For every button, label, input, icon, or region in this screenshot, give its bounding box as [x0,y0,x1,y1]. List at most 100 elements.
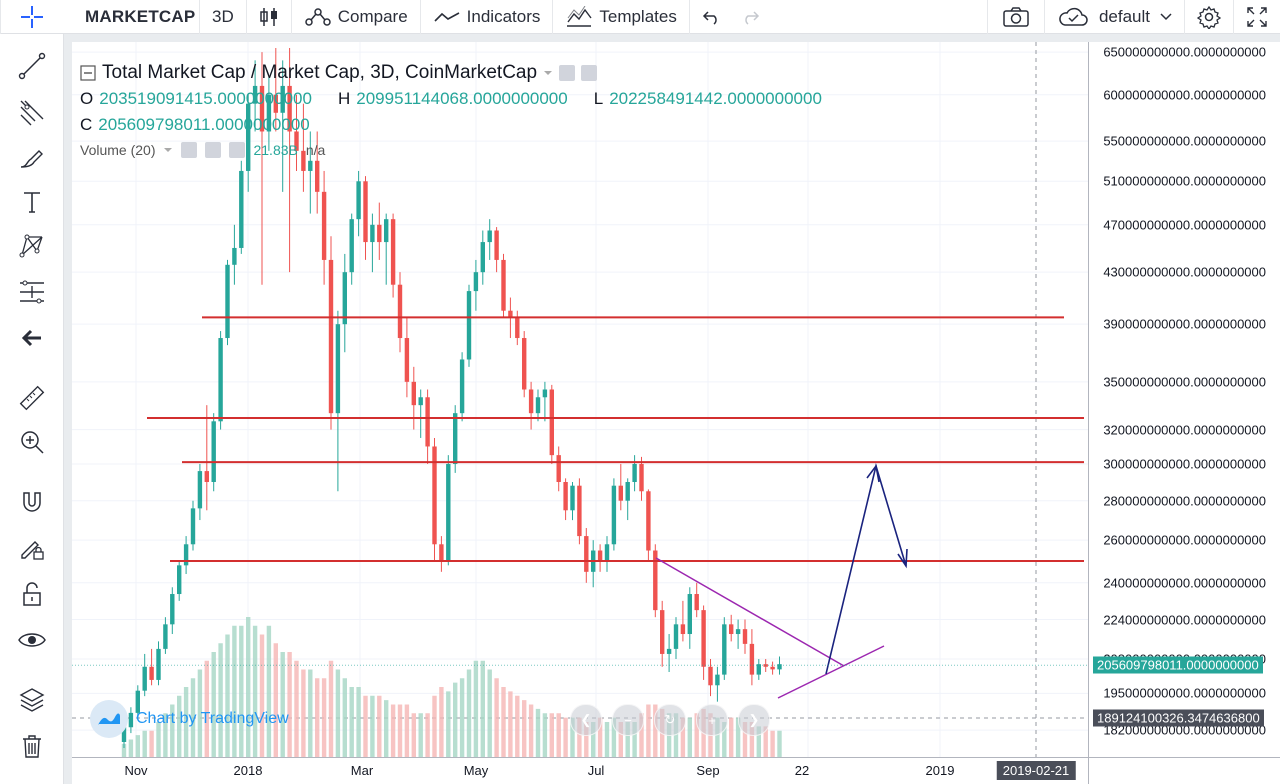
time-axis[interactable]: Nov 2018 Mar May Jul Sep 22 2019 2019-02-21 [72,757,1088,784]
symbol-label: MARKETCAP [85,6,196,26]
indicators-label: Indicators [466,6,541,26]
volume-bar [591,722,596,757]
undo-icon[interactable] [702,9,722,25]
compare-button[interactable]: Compare [292,0,421,34]
text-tool-icon[interactable] [16,186,48,218]
crosshair-tool-icon[interactable] [0,0,64,34]
candle-body [349,219,354,273]
volume-bar [542,713,548,757]
price-axis-label: 550000000000.0000000000 [1103,133,1266,149]
candle-body [597,550,603,562]
undo-redo-group [690,0,772,34]
layout-menu-button[interactable]: default [1045,0,1185,34]
time-axis-label: Nov [124,763,148,778]
magnet-icon[interactable] [16,486,48,518]
symbol-search-button[interactable]: MARKETCAP [0,0,200,34]
volume-bar [308,669,313,757]
time-axis-label: May [463,763,489,778]
snapshot-button[interactable] [986,0,1045,34]
close-row: C 205609798011.0000000000 [80,112,822,138]
pattern-icon[interactable] [16,230,48,262]
trend-line-icon[interactable] [16,50,48,82]
chevron-down-icon[interactable] [543,69,553,77]
volume-bar [742,722,748,757]
fullscreen-button[interactable] [1234,0,1280,34]
chart-style-button[interactable] [247,0,292,34]
reset-icon[interactable]: ↻ [654,704,686,736]
low-key: L [593,89,604,108]
scroll-right-icon[interactable]: ❯ [738,704,770,736]
gear-icon [1197,5,1221,29]
settings-small-icon[interactable] [205,142,222,158]
zoom-in-button-icon[interactable]: + [696,704,728,736]
scroll-left-icon[interactable]: ❮ [570,704,602,736]
volume-bar [342,678,347,757]
chart-navigation: ❮ − ↻ + ❯ [570,704,770,736]
volume-bar [363,695,368,757]
eye-icon[interactable] [16,624,48,656]
candle-body [225,264,230,339]
time-axis-label: Jul [587,763,605,778]
candle-body [128,712,134,728]
interval-button[interactable]: 3D [200,0,247,34]
layers-icon[interactable] [16,684,48,716]
templates-button[interactable]: Templates [553,0,690,34]
collapse-icon[interactable] [80,65,96,81]
lock-pencil-icon[interactable] [16,532,48,564]
candle-body [432,446,437,545]
candle-body [370,224,375,243]
candle-body [632,463,637,483]
candle-body [604,544,610,562]
price-axis-label: 350000000000.0000000000 [1103,374,1266,390]
candle-body [190,508,196,545]
redo-icon[interactable] [740,9,760,25]
prediction-icon[interactable] [16,276,48,308]
candle-body [742,629,748,644]
volume-ma-value: n/a [305,142,326,158]
unlock-icon[interactable] [16,578,48,610]
ruler-icon[interactable] [16,382,48,414]
volume-bar [294,660,299,757]
volume-bar [163,713,168,757]
zoom-in-icon[interactable] [16,426,48,458]
volume-bar [563,717,568,757]
volume-bar [135,735,140,757]
eye-toggle-icon[interactable] [181,142,198,158]
close-icon[interactable] [229,142,246,158]
layout-label: default [1098,6,1150,26]
volume-bar [418,713,423,757]
volume-bar [625,722,630,757]
price-axis[interactable]: 650000000000.0000000000 600000000000.0000… [1088,42,1280,757]
indicators-button[interactable]: Indicators [421,0,554,34]
zoom-out-icon[interactable]: − [612,704,644,736]
ohlc-row: O 203519091415.0000000000 H 209951144068.0… [80,86,822,112]
candle-body [494,230,499,260]
candle-body [280,85,285,113]
trash-icon[interactable] [16,730,48,762]
candle-body [425,397,430,447]
price-chart[interactable] [72,42,1088,757]
tradingview-watermark[interactable]: Chart by TradingView [90,700,289,738]
chevron-down-icon[interactable] [163,146,173,154]
arrowhead-up [866,464,880,483]
drawing-toolbar [0,34,64,784]
close-key: C [80,115,93,134]
settings-small-icon[interactable] [581,65,598,81]
camera-icon [1003,6,1029,27]
volume-bar [515,695,520,757]
chart-pane[interactable] [72,42,1088,784]
volume-bar [508,691,513,757]
volume-bar [487,669,492,757]
volume-bar [335,669,341,757]
eye-toggle-icon[interactable] [559,65,576,81]
volume-bar [370,695,375,757]
volume-bar [301,669,306,757]
volume-bar [411,713,416,757]
pitchfork-icon[interactable] [16,96,48,128]
brush-icon[interactable] [16,142,48,174]
volume-bar [687,717,692,757]
candle-body [404,338,410,382]
settings-button[interactable] [1185,0,1234,34]
volume-bar [204,660,209,757]
arrow-back-icon[interactable] [16,322,48,354]
